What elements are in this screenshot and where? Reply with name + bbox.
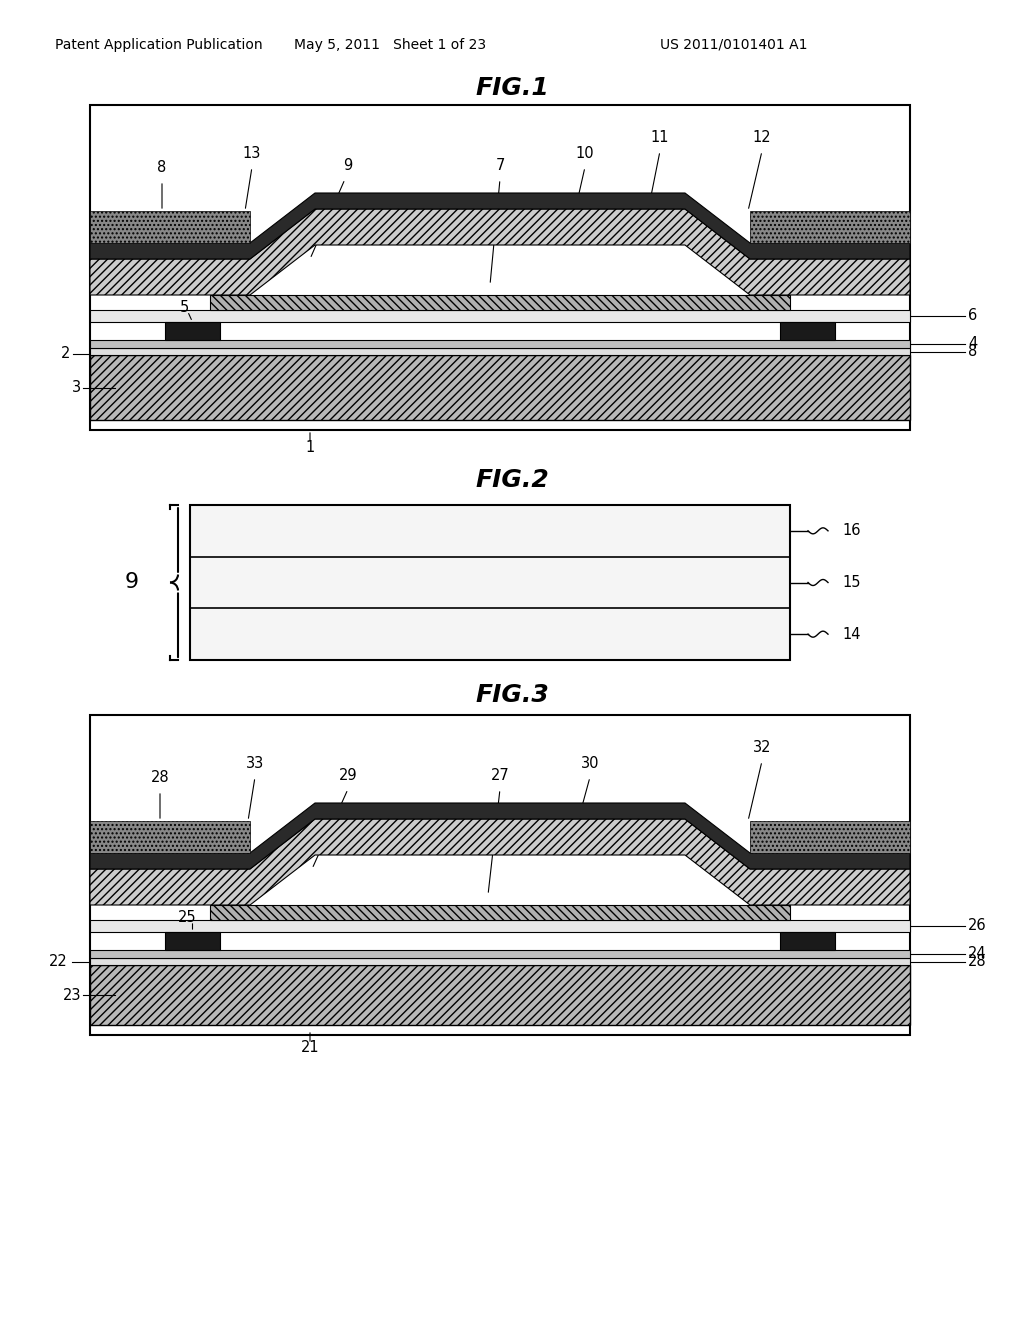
Polygon shape bbox=[90, 803, 910, 869]
Text: 7: 7 bbox=[496, 158, 505, 173]
Bar bbox=[90, 310, 910, 322]
Text: 29: 29 bbox=[339, 768, 357, 783]
Text: 11: 11 bbox=[650, 129, 670, 145]
Text: 28: 28 bbox=[968, 954, 987, 969]
Bar bbox=[190, 506, 790, 660]
Polygon shape bbox=[90, 818, 910, 906]
Text: 27: 27 bbox=[490, 768, 509, 783]
Bar bbox=[780, 322, 835, 341]
Text: 8: 8 bbox=[158, 160, 167, 176]
Text: 12: 12 bbox=[753, 129, 771, 145]
Bar bbox=[90, 821, 250, 853]
Text: 8: 8 bbox=[968, 345, 977, 359]
Text: 15: 15 bbox=[842, 576, 860, 590]
Bar bbox=[90, 211, 250, 243]
Bar bbox=[90, 106, 910, 430]
Text: 16: 16 bbox=[842, 523, 860, 539]
Text: 26: 26 bbox=[968, 919, 987, 933]
Bar bbox=[90, 715, 910, 1035]
Text: 4: 4 bbox=[968, 337, 977, 351]
Text: 9: 9 bbox=[125, 573, 139, 593]
Bar bbox=[90, 958, 910, 965]
Text: 28: 28 bbox=[151, 770, 169, 785]
Text: 3: 3 bbox=[72, 380, 81, 395]
Text: 1: 1 bbox=[305, 440, 314, 454]
Bar bbox=[90, 348, 910, 355]
Text: 22: 22 bbox=[49, 954, 68, 969]
Bar bbox=[750, 211, 910, 243]
Text: Patent Application Publication: Patent Application Publication bbox=[55, 38, 262, 51]
Bar bbox=[210, 294, 790, 310]
Text: 9: 9 bbox=[343, 158, 352, 173]
Text: FIG.1: FIG.1 bbox=[475, 77, 549, 100]
Bar bbox=[90, 950, 910, 958]
Text: US 2011/0101401 A1: US 2011/0101401 A1 bbox=[660, 38, 808, 51]
Text: 25: 25 bbox=[178, 911, 197, 925]
Text: 14: 14 bbox=[842, 627, 860, 642]
Text: 30: 30 bbox=[581, 756, 599, 771]
Bar bbox=[90, 341, 910, 348]
Text: 6: 6 bbox=[968, 309, 977, 323]
Text: May 5, 2011   Sheet 1 of 23: May 5, 2011 Sheet 1 of 23 bbox=[294, 38, 486, 51]
Text: 24: 24 bbox=[968, 946, 987, 961]
Bar bbox=[90, 965, 910, 1026]
Text: 33: 33 bbox=[246, 756, 264, 771]
Bar bbox=[165, 932, 220, 950]
Bar bbox=[780, 932, 835, 950]
Polygon shape bbox=[90, 209, 910, 294]
Text: 32: 32 bbox=[753, 741, 771, 755]
Text: 5: 5 bbox=[180, 301, 189, 315]
Text: 23: 23 bbox=[62, 987, 81, 1002]
Text: 21: 21 bbox=[301, 1040, 319, 1056]
Bar bbox=[210, 906, 790, 920]
Text: 2: 2 bbox=[60, 346, 70, 360]
Bar bbox=[165, 322, 220, 341]
Text: FIG.3: FIG.3 bbox=[475, 682, 549, 708]
Text: FIG.2: FIG.2 bbox=[475, 469, 549, 492]
Bar bbox=[750, 821, 910, 853]
Bar bbox=[90, 920, 910, 932]
Polygon shape bbox=[90, 193, 910, 259]
Text: 13: 13 bbox=[243, 147, 261, 161]
Bar bbox=[90, 355, 910, 420]
Text: 10: 10 bbox=[575, 147, 594, 161]
